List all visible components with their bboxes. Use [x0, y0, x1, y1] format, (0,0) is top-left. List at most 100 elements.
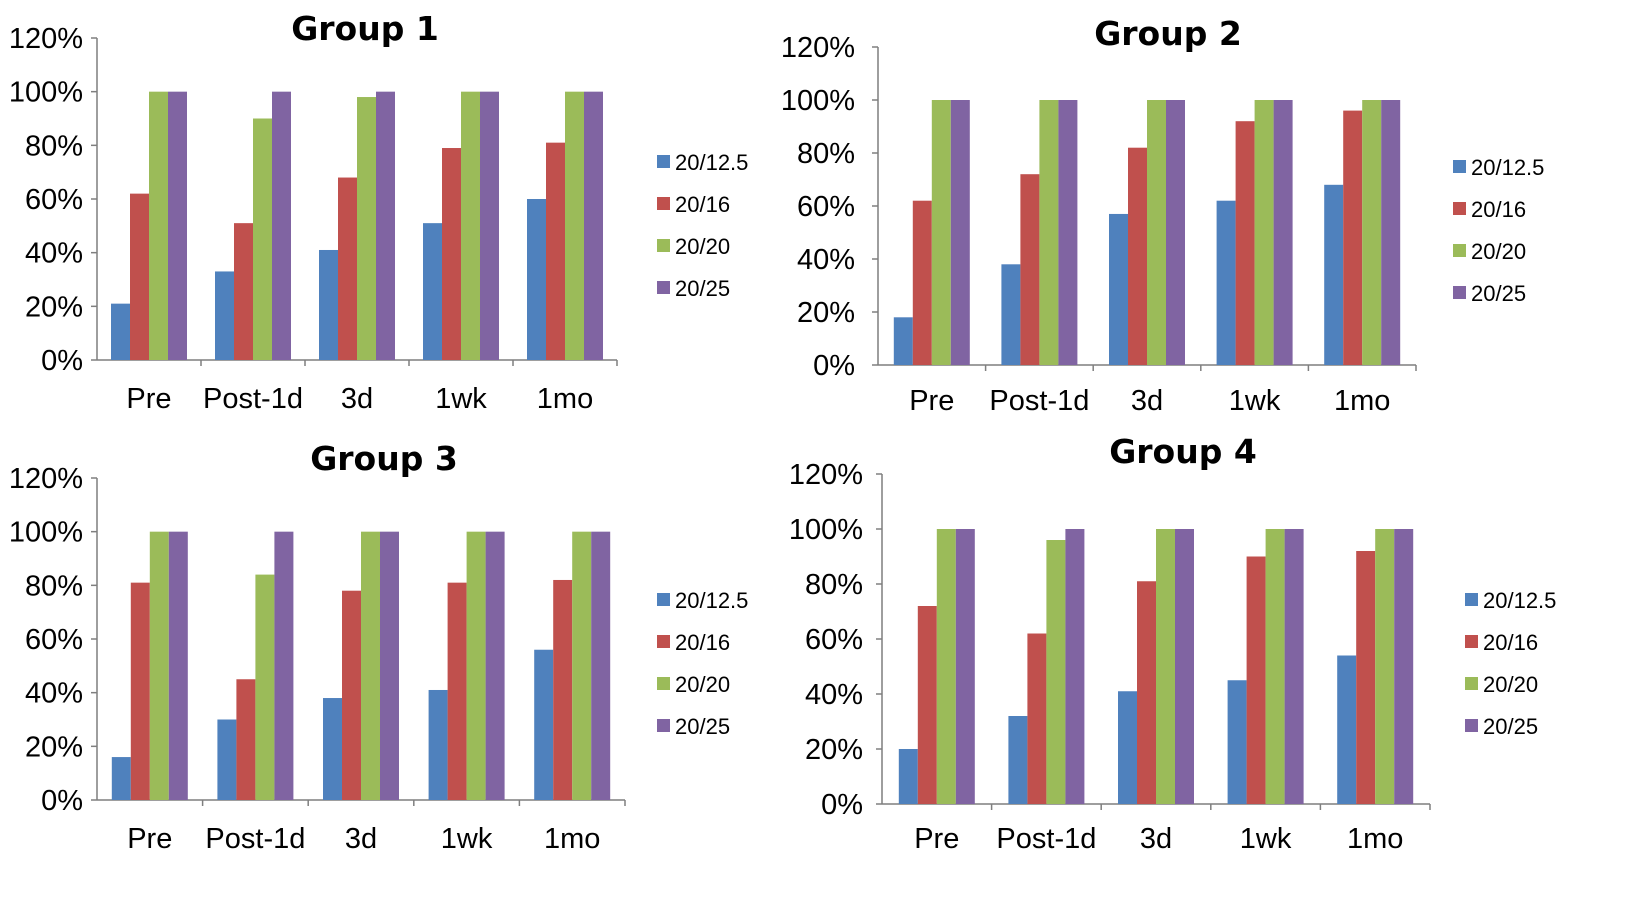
bar-20-16-pre — [912, 200, 932, 365]
x-tick-label: 1wk — [441, 823, 493, 855]
x-tick-label: 1mo — [544, 823, 600, 855]
bar-20-20-post-1d — [1046, 540, 1066, 804]
x-tick-label: Post-1d — [996, 823, 1096, 855]
bar-20-25-post-1d — [1065, 529, 1085, 804]
bar-20-25-3d — [1166, 100, 1185, 365]
x-tick-label: Post-1d — [989, 385, 1089, 417]
bar-20-12-5-post-1d — [217, 719, 237, 800]
y-tick-label: 60% — [25, 184, 83, 216]
bar-20-16-1wk — [1235, 121, 1255, 365]
x-tick-label: 1mo — [1347, 823, 1403, 855]
legend-swatch — [1465, 593, 1478, 606]
legend-swatch — [657, 239, 670, 252]
bar-20-12-5-1mo — [1324, 184, 1344, 365]
x-tick-label: 1wk — [435, 383, 487, 415]
legend-label: 20/25 — [1483, 714, 1538, 739]
y-tick-label: 40% — [25, 238, 83, 270]
legend-swatch — [1453, 202, 1466, 215]
bar-20-20-1mo — [1375, 529, 1395, 804]
bar-20-20-1wk — [466, 531, 486, 800]
bar-20-12-5-3d — [1118, 691, 1137, 804]
bar-20-16-1wk — [1246, 556, 1266, 804]
legend-label: 20/20 — [1483, 672, 1538, 697]
bar-20-20-post-1d — [253, 118, 272, 360]
bar-20-12-5-pre — [898, 749, 918, 804]
legend-label: 20/16 — [1471, 197, 1526, 222]
legend-swatch — [1453, 244, 1466, 257]
bar-20-16-pre — [130, 582, 150, 800]
bar-20-25-pre — [950, 100, 970, 365]
x-tick-label: Pre — [126, 383, 171, 415]
bar-20-20-pre — [149, 531, 169, 800]
bar-20-12-5-pre — [111, 757, 131, 800]
y-tick-label: 40% — [25, 678, 83, 710]
y-tick-label: 40% — [805, 679, 863, 711]
bar-20-25-pre — [955, 529, 975, 804]
legend-swatch — [657, 197, 670, 210]
bar-20-12-5-post-1d — [1008, 716, 1028, 804]
bar-20-16-post-1d — [234, 223, 253, 360]
bar-20-12-5-1wk — [1216, 200, 1236, 365]
bar-20-25-post-1d — [272, 91, 291, 361]
y-tick-label: 100% — [781, 85, 855, 117]
legend-label: 20/12.5 — [675, 150, 748, 175]
legend-label: 20/20 — [1471, 239, 1526, 264]
bar-20-25-post-1d — [1058, 100, 1078, 365]
bar-20-12-5-1mo — [527, 199, 546, 360]
y-tick-label: 20% — [797, 297, 855, 329]
legend-swatch — [657, 281, 670, 294]
legend-swatch — [657, 719, 670, 732]
legend-swatch — [1453, 160, 1466, 173]
bar-20-12-5-post-1d — [1001, 264, 1021, 365]
y-tick-label: 100% — [9, 517, 83, 549]
bar-20-12-5-1wk — [423, 223, 442, 360]
bar-20-20-pre — [149, 91, 168, 361]
bar-20-20-3d — [361, 531, 380, 800]
bar-20-16-pre — [130, 193, 149, 360]
x-tick-label: 1mo — [537, 383, 593, 415]
x-tick-label: Post-1d — [205, 823, 305, 855]
bar-20-16-post-1d — [1020, 174, 1040, 365]
y-tick-label: 20% — [25, 731, 83, 763]
y-tick-label: 60% — [25, 624, 83, 656]
y-tick-label: 120% — [789, 459, 863, 491]
legend-label: 20/16 — [1483, 630, 1538, 655]
bar-20-20-pre — [931, 100, 951, 365]
x-tick-label: 3d — [345, 823, 377, 855]
bar-20-16-post-1d — [1027, 633, 1047, 804]
bar-20-20-1mo — [1362, 100, 1382, 365]
bar-20-16-3d — [342, 590, 361, 800]
bar-20-20-post-1d — [255, 574, 275, 800]
chart-group-1: Group 1 0% 20% 40% 60% 80% 100% 120% Pre Post-1d 3… — [9, 9, 749, 415]
y-tick-label: 120% — [9, 23, 83, 55]
y-tick-label: 100% — [789, 514, 863, 546]
bar-20-20-1mo — [572, 531, 592, 800]
legend-swatch — [657, 593, 670, 606]
legend-swatch — [657, 635, 670, 648]
bar-20-25-1mo — [1381, 100, 1401, 365]
legend-swatch — [1465, 719, 1478, 732]
bar-20-25-1wk — [485, 531, 505, 800]
bar-20-12-5-1wk — [428, 689, 448, 800]
legend-swatch — [1453, 286, 1466, 299]
bar-20-16-3d — [1137, 581, 1156, 804]
bar-20-25-pre — [168, 91, 187, 361]
bar-20-16-1mo — [1343, 110, 1363, 365]
y-tick-label: 0% — [821, 789, 863, 821]
chart-title: Group 2 — [1094, 14, 1242, 53]
x-tick-label: Post-1d — [203, 383, 303, 415]
bar-20-25-1wk — [1273, 100, 1293, 365]
bar-20-16-1wk — [442, 148, 461, 360]
chart-group-3: Group 3 0% 20% 40% 60% 80% 100% 120% Pre Post-1d 3… — [9, 439, 749, 855]
bar-20-16-post-1d — [236, 679, 256, 800]
bar-20-25-3d — [376, 91, 395, 361]
bar-20-20-1wk — [461, 91, 480, 361]
legend-label: 20/16 — [675, 192, 730, 217]
legend-label: 20/16 — [675, 630, 730, 655]
y-tick-label: 80% — [805, 569, 863, 601]
bar-20-16-3d — [1128, 147, 1147, 365]
y-tick-label: 20% — [25, 291, 83, 323]
y-tick-label: 60% — [797, 191, 855, 223]
bar-20-25-1mo — [591, 531, 611, 800]
